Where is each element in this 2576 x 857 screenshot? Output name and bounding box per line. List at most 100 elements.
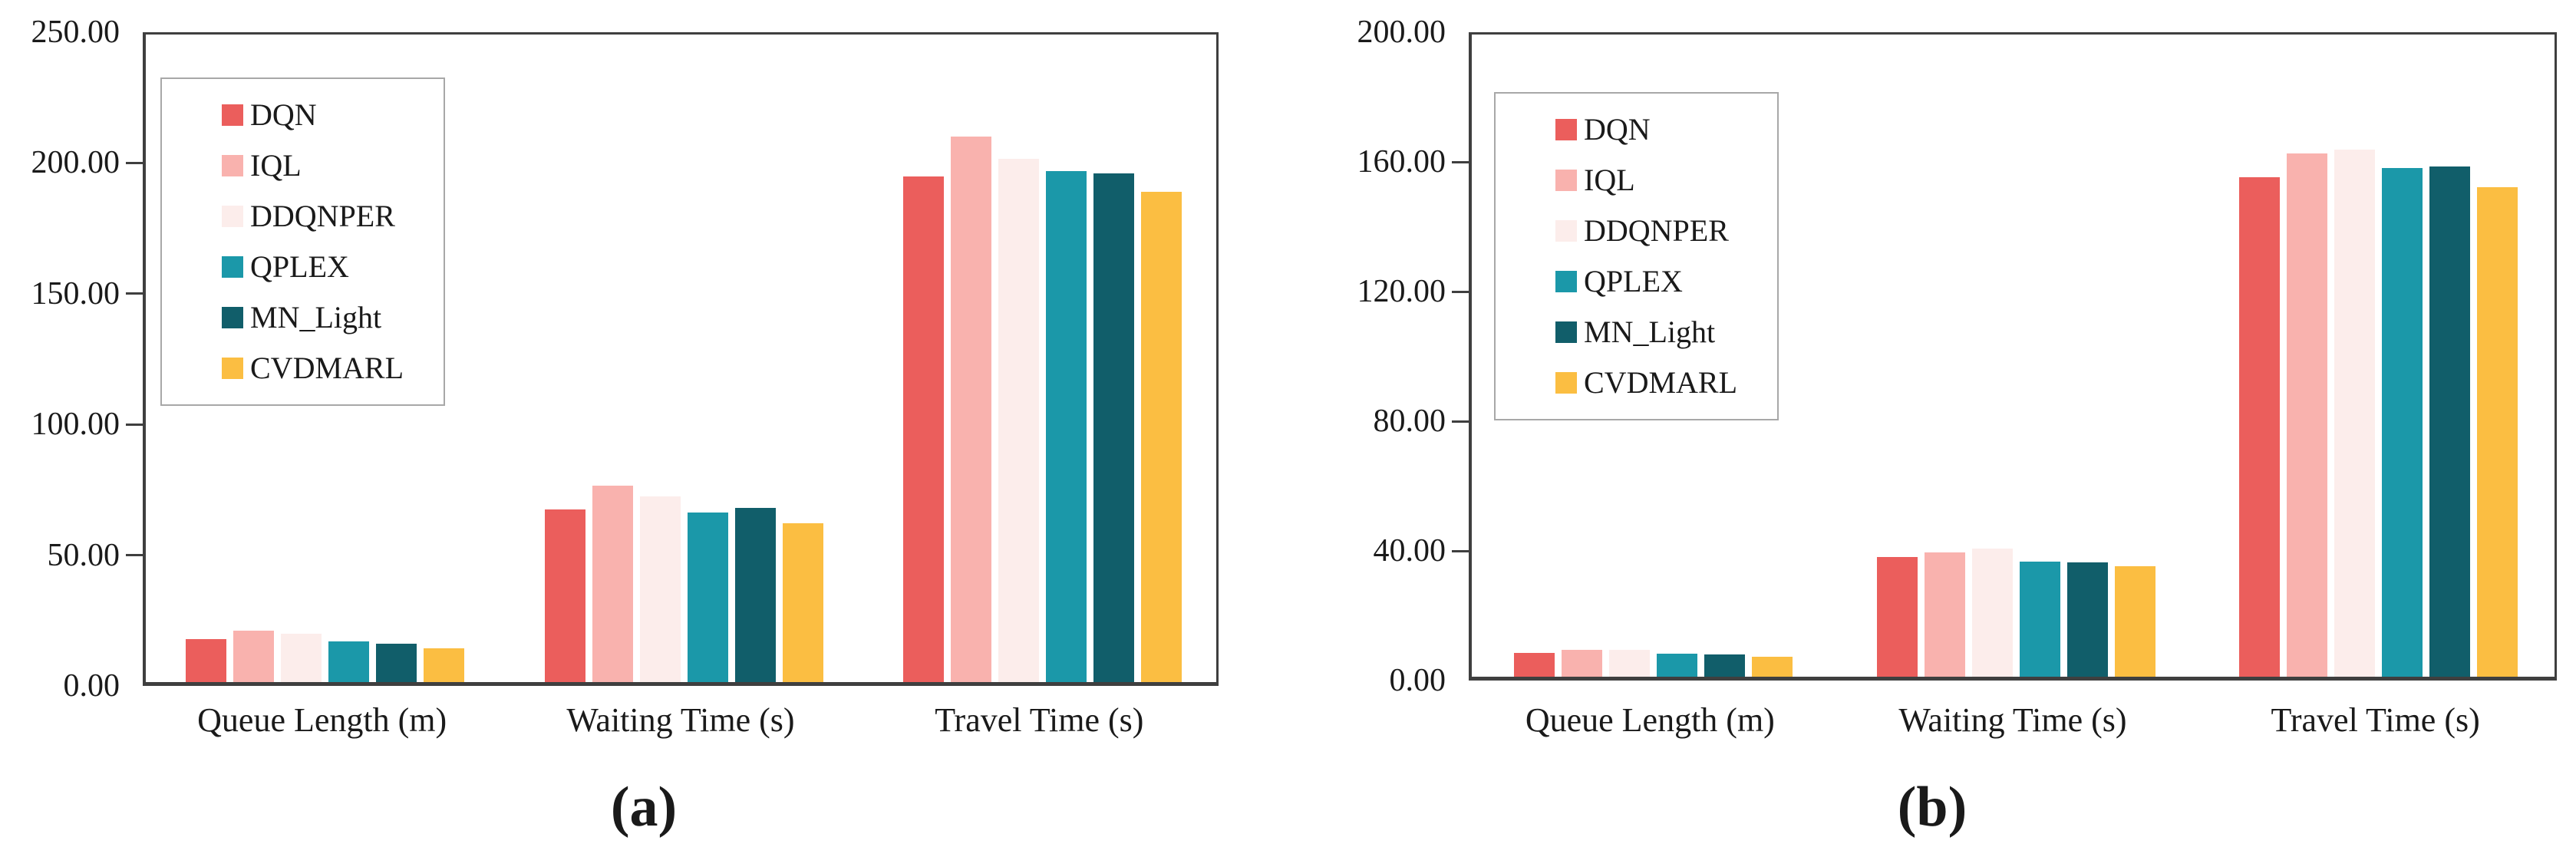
bar-mn-light-queue-length-m [1704, 654, 1745, 677]
panel-caption: (b) [1897, 776, 1967, 839]
legend-item-ddqnper: DDQNPER [222, 191, 404, 242]
bar-ddqnper-waiting-time-s [1971, 549, 2013, 677]
legend-label: DQN [250, 97, 317, 132]
legend-swatch-qplex [222, 256, 243, 278]
bar-ddqnper-queue-length-m [281, 633, 322, 682]
y-axis-label: 160.00 [1357, 144, 1446, 180]
y-axis-tick [126, 423, 143, 426]
panel-caption: (a) [610, 776, 678, 839]
legend-label: IQL [1584, 163, 1635, 197]
bar-dqn-queue-length-m [186, 639, 227, 682]
bar-group-travel-time-s [2239, 150, 2518, 677]
y-axis-label: 0.00 [63, 668, 120, 704]
y-axis-tick [1452, 420, 1469, 423]
bar-cvdmarl-queue-length-m [1751, 656, 1793, 677]
chart-panel-b: (b) 200.00 160.00 120.00 80.00 40.00 0.00 DQN I… [1288, 0, 2576, 857]
x-axis-label: Waiting Time (s) [1898, 701, 2127, 739]
y-axis-label: 150.00 [31, 275, 120, 311]
y-axis-tick [126, 554, 143, 557]
legend-label: QPLEX [250, 249, 349, 284]
bar-group-waiting-time-s [544, 485, 823, 682]
bar-iql-waiting-time-s [592, 485, 633, 682]
legend-label: MN_Light [250, 300, 382, 335]
bar-group-travel-time-s [902, 136, 1182, 682]
y-axis-label: 120.00 [1357, 274, 1446, 309]
legend-swatch-dqn [1555, 119, 1577, 140]
y-axis-tick [1452, 290, 1469, 293]
legend-box: DQN IQL DDQNPER QPLEX MN_Light CVDMARL [160, 77, 446, 406]
bar-dqn-waiting-time-s [544, 509, 585, 682]
bar-cvdmarl-travel-time-s [1140, 192, 1182, 682]
x-axis-label: Waiting Time (s) [566, 701, 795, 739]
legend-label: QPLEX [1584, 264, 1683, 298]
bar-cvdmarl-travel-time-s [2477, 187, 2518, 677]
legend-swatch-qplex [1555, 271, 1577, 292]
bar-group-waiting-time-s [1876, 549, 2155, 677]
bar-dqn-waiting-time-s [1876, 556, 1918, 677]
bar-iql-queue-length-m [233, 630, 275, 682]
bar-group-queue-length-m [1513, 649, 1793, 677]
y-axis-label: 250.00 [31, 15, 120, 50]
legend-item-dqn: DQN [1555, 104, 1737, 155]
bar-group-queue-length-m [186, 630, 465, 682]
legend-item-iql: IQL [222, 140, 404, 191]
bar-ddqnper-waiting-time-s [639, 496, 681, 682]
legend-item-qplex: QPLEX [1555, 256, 1737, 307]
bar-cvdmarl-waiting-time-s [2114, 566, 2155, 677]
legend-item-dqn: DQN [222, 90, 404, 140]
bar-qplex-queue-length-m [1656, 653, 1697, 677]
y-axis-tick [1452, 160, 1469, 163]
legend-swatch-iql [1555, 170, 1577, 191]
bar-iql-travel-time-s [2287, 153, 2328, 677]
legend-label: DQN [1584, 112, 1651, 147]
legend-item-mn-light: MN_Light [1555, 307, 1737, 358]
legend-item-iql: IQL [1555, 155, 1737, 206]
legend-label: MN_Light [1584, 315, 1716, 349]
bar-qplex-queue-length-m [328, 641, 370, 682]
bar-qplex-waiting-time-s [687, 513, 728, 682]
legend-label: IQL [250, 148, 302, 183]
legend-item-cvdmarl: CVDMARL [222, 343, 404, 394]
y-axis-label: 200.00 [1357, 15, 1446, 50]
legend-item-cvdmarl: CVDMARL [1555, 358, 1737, 408]
bar-qplex-travel-time-s [1045, 170, 1087, 682]
legend-label: CVDMARL [250, 351, 404, 385]
bar-dqn-travel-time-s [2239, 177, 2281, 677]
x-axis-label: Travel Time (s) [2271, 701, 2480, 739]
y-axis-label: 200.00 [31, 145, 120, 181]
y-axis-label: 80.00 [1373, 404, 1446, 439]
legend-swatch-iql [222, 155, 243, 176]
legend-swatch-mn-light [1555, 321, 1577, 343]
x-axis-label: Queue Length (m) [1525, 701, 1775, 739]
legend-swatch-cvdmarl [1555, 372, 1577, 394]
bar-dqn-travel-time-s [902, 176, 944, 682]
bar-mn-light-travel-time-s [1093, 173, 1134, 682]
legend-label: CVDMARL [1584, 365, 1738, 400]
y-axis-label: 100.00 [31, 407, 120, 443]
bar-cvdmarl-waiting-time-s [782, 522, 823, 682]
legend-item-mn-light: MN_Light [222, 292, 404, 343]
bar-ddqnper-travel-time-s [2334, 150, 2376, 677]
legend-swatch-cvdmarl [222, 358, 243, 379]
legend-item-qplex: QPLEX [222, 242, 404, 292]
bar-cvdmarl-queue-length-m [424, 648, 465, 682]
bar-qplex-waiting-time-s [2019, 561, 2060, 677]
bar-ddqnper-travel-time-s [998, 159, 1039, 682]
bar-iql-travel-time-s [950, 136, 991, 682]
y-axis-tick [126, 292, 143, 295]
legend-swatch-ddqnper [222, 206, 243, 227]
y-axis-label: 40.00 [1373, 533, 1446, 569]
y-axis-tick [126, 161, 143, 164]
legend-label: DDQNPER [1584, 213, 1729, 248]
bar-mn-light-queue-length-m [376, 643, 417, 682]
legend-box: DQN IQL DDQNPER QPLEX MN_Light CVDMARL [1494, 92, 1779, 420]
y-axis-tick [1452, 549, 1469, 552]
y-axis-label: 50.00 [47, 537, 120, 573]
bar-dqn-queue-length-m [1513, 652, 1555, 677]
bar-iql-waiting-time-s [1924, 552, 1965, 677]
legend-swatch-mn-light [222, 307, 243, 328]
bar-mn-light-travel-time-s [2429, 166, 2471, 677]
legend-item-ddqnper: DDQNPER [1555, 206, 1737, 256]
bar-mn-light-waiting-time-s [734, 507, 776, 682]
legend-swatch-ddqnper [1555, 220, 1577, 242]
